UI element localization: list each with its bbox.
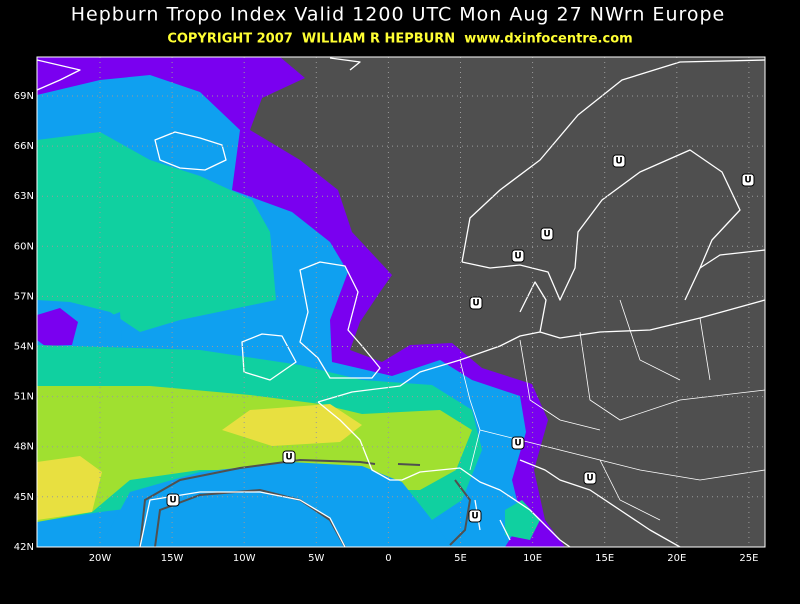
marker: U xyxy=(469,296,483,310)
lat-label: 54N xyxy=(14,342,34,353)
lon-label: 10E xyxy=(523,553,542,564)
marker: U xyxy=(468,509,482,523)
lat-label: 45N xyxy=(14,492,34,503)
marker: U xyxy=(166,493,180,507)
lon-label: 20E xyxy=(667,553,686,564)
marker-label: U xyxy=(472,299,479,309)
lat-label: 48N xyxy=(14,442,34,453)
marker: U xyxy=(583,471,597,485)
lon-label: 15E xyxy=(595,553,614,564)
marker: U xyxy=(540,227,554,241)
map-frame xyxy=(36,56,766,548)
lon-label: 20W xyxy=(89,553,112,564)
lat-label: 60N xyxy=(14,241,34,252)
marker-label: U xyxy=(285,453,292,463)
lat-label: 51N xyxy=(14,392,34,403)
marker-label: U xyxy=(471,512,478,522)
coastline xyxy=(317,331,541,403)
lat-label: 57N xyxy=(14,291,34,302)
coastline xyxy=(461,149,741,301)
lon-label: 25E xyxy=(739,553,758,564)
lon-label: 15W xyxy=(161,553,184,564)
contour xyxy=(139,458,376,547)
index-band-purple xyxy=(37,308,78,346)
index-band-teal xyxy=(37,132,276,332)
lon-label: 10W xyxy=(233,553,256,564)
contour xyxy=(397,463,421,466)
lon-label: 5E xyxy=(454,553,467,564)
marker-label: U xyxy=(744,176,751,186)
markers: U U U U U U U U U U xyxy=(166,154,755,523)
graticule xyxy=(37,57,765,547)
coastline xyxy=(317,401,571,547)
marker-label: U xyxy=(514,439,521,449)
lat-label: 66N xyxy=(14,141,34,152)
coastline xyxy=(519,459,681,547)
coastline xyxy=(139,491,346,547)
marker-label: U xyxy=(615,157,622,167)
coastline xyxy=(299,261,381,379)
contour xyxy=(449,479,472,546)
marker-label: U xyxy=(586,474,593,484)
index-band-teal xyxy=(505,500,540,540)
marker: U xyxy=(511,249,525,263)
map-area xyxy=(37,57,765,547)
index-band-blue xyxy=(100,462,452,547)
marker-label: U xyxy=(169,496,176,506)
title: Hepburn Tropo Index Valid 1200 UTC Mon A… xyxy=(71,4,726,26)
index-band-yellow xyxy=(37,456,102,520)
lon-label: 0 xyxy=(385,553,391,564)
marker-label: U xyxy=(514,252,521,262)
subtitle: COPYRIGHT 2007 WILLIAM R HEPBURN www.dxi… xyxy=(167,32,632,47)
index-band-yellow xyxy=(222,404,362,446)
coastline xyxy=(461,59,765,263)
marker: U xyxy=(511,436,525,450)
marker-label: U xyxy=(543,230,550,240)
marker: U xyxy=(741,173,755,187)
contour xyxy=(154,488,346,547)
lat-label: 69N xyxy=(14,91,34,102)
index-band-blue xyxy=(105,312,122,345)
coastline xyxy=(519,249,765,339)
marker: U xyxy=(282,450,296,464)
axis-labels: 69N 66N 63N 60N 57N 54N 51N 48N 45N 42N 20W 15W 10W 5… xyxy=(14,91,759,564)
coastline xyxy=(154,131,227,171)
lat-label: 63N xyxy=(14,191,34,202)
lon-label: 5W xyxy=(308,553,324,564)
marker: U xyxy=(612,154,626,168)
lat-label: 42N xyxy=(14,542,34,553)
coastline xyxy=(37,57,361,91)
country-border xyxy=(459,299,765,521)
